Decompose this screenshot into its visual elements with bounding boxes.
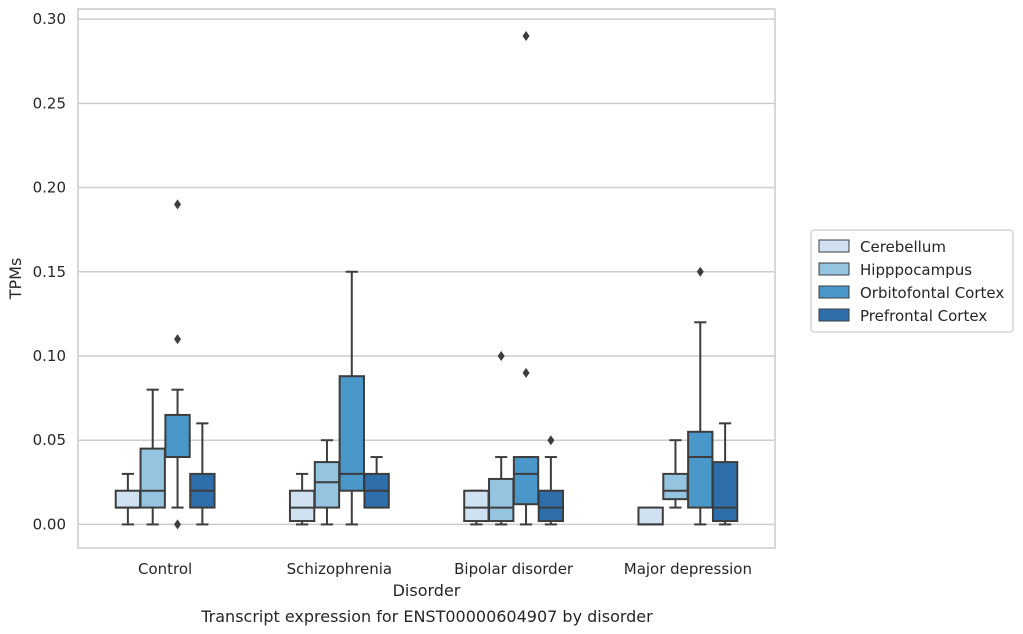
box bbox=[114, 472, 142, 526]
outlier-point bbox=[174, 334, 182, 345]
box-iqr bbox=[164, 413, 191, 459]
box bbox=[164, 199, 191, 530]
box-iqr bbox=[463, 489, 490, 523]
legend-entry: Hipppocampus bbox=[860, 261, 972, 279]
box-iqr bbox=[711, 461, 739, 523]
legend: Cerebellum Hipppocampus Orbitofontal Corte… bbox=[810, 229, 1014, 333]
box bbox=[662, 439, 689, 509]
plot-frame bbox=[77, 8, 776, 549]
box-iqr bbox=[512, 456, 540, 506]
box bbox=[637, 506, 664, 526]
box-iqr bbox=[338, 375, 365, 492]
box bbox=[313, 439, 341, 526]
x-tick-label: Control bbox=[138, 560, 192, 578]
legend-swatch bbox=[818, 308, 850, 322]
legend-swatch bbox=[818, 285, 850, 299]
y-tick-label: 0.05 bbox=[33, 431, 66, 449]
box bbox=[488, 350, 515, 526]
x-axis-label: Disorder bbox=[393, 581, 461, 600]
outlier-point bbox=[696, 266, 704, 277]
x-tick-label: Major depression bbox=[624, 560, 752, 578]
box bbox=[139, 388, 166, 526]
legend-swatch bbox=[818, 262, 850, 276]
box-iqr bbox=[537, 489, 565, 523]
y-axis-label: TPMs bbox=[6, 258, 25, 301]
box bbox=[711, 422, 739, 526]
box-iqr bbox=[114, 489, 142, 509]
y-tick-label: 0.25 bbox=[33, 94, 66, 112]
box-plot-series bbox=[114, 30, 739, 530]
x-tick-label: Bipolar disorder bbox=[454, 560, 574, 578]
y-tick-label: 0.00 bbox=[33, 515, 66, 533]
outlier-point bbox=[522, 367, 530, 378]
series-prefrontal-cortex bbox=[189, 422, 739, 526]
legend-frame bbox=[810, 229, 1014, 333]
box bbox=[463, 489, 490, 526]
outlier-point bbox=[522, 30, 530, 41]
series-hipppocampus bbox=[139, 350, 689, 526]
box bbox=[338, 270, 365, 526]
grid-lines bbox=[78, 18, 775, 526]
chart-caption: Transcript expression for ENST0000060490… bbox=[200, 607, 653, 626]
series-orbitofontal-cortex bbox=[164, 30, 714, 530]
box bbox=[363, 456, 390, 509]
x-tick-labels: Control Schizophrenia Bipolar disorder Majo… bbox=[138, 560, 752, 578]
box-iqr bbox=[662, 472, 689, 501]
outlier-point bbox=[174, 519, 182, 530]
box-iqr bbox=[687, 430, 714, 509]
x-tick-label: Schizophrenia bbox=[287, 560, 392, 578]
box-iqr bbox=[288, 489, 316, 523]
box bbox=[687, 266, 714, 526]
legend-entry: Cerebellum bbox=[860, 238, 946, 256]
box bbox=[189, 422, 216, 526]
y-tick-label: 0.10 bbox=[33, 347, 66, 365]
y-tick-labels: 0.00 0.05 0.10 0.15 0.20 0.25 0.30 bbox=[33, 10, 66, 533]
outlier-point bbox=[497, 350, 505, 361]
box bbox=[512, 30, 540, 526]
box-iqr bbox=[488, 477, 515, 523]
series-cerebellum bbox=[114, 472, 664, 526]
box-iqr bbox=[313, 461, 341, 509]
outlier-point bbox=[174, 199, 182, 210]
box-iqr bbox=[637, 506, 664, 526]
box bbox=[288, 472, 316, 526]
legend-entry: Prefrontal Cortex bbox=[860, 307, 987, 325]
box bbox=[537, 435, 565, 526]
y-tick-label: 0.20 bbox=[33, 179, 66, 197]
y-tick-label: 0.15 bbox=[33, 263, 66, 281]
y-tick-label: 0.30 bbox=[33, 10, 66, 28]
box-iqr bbox=[139, 447, 166, 509]
legend-swatch bbox=[818, 239, 850, 253]
outlier-point bbox=[547, 435, 555, 446]
legend-entry: Orbitofontal Cortex bbox=[860, 284, 1004, 302]
